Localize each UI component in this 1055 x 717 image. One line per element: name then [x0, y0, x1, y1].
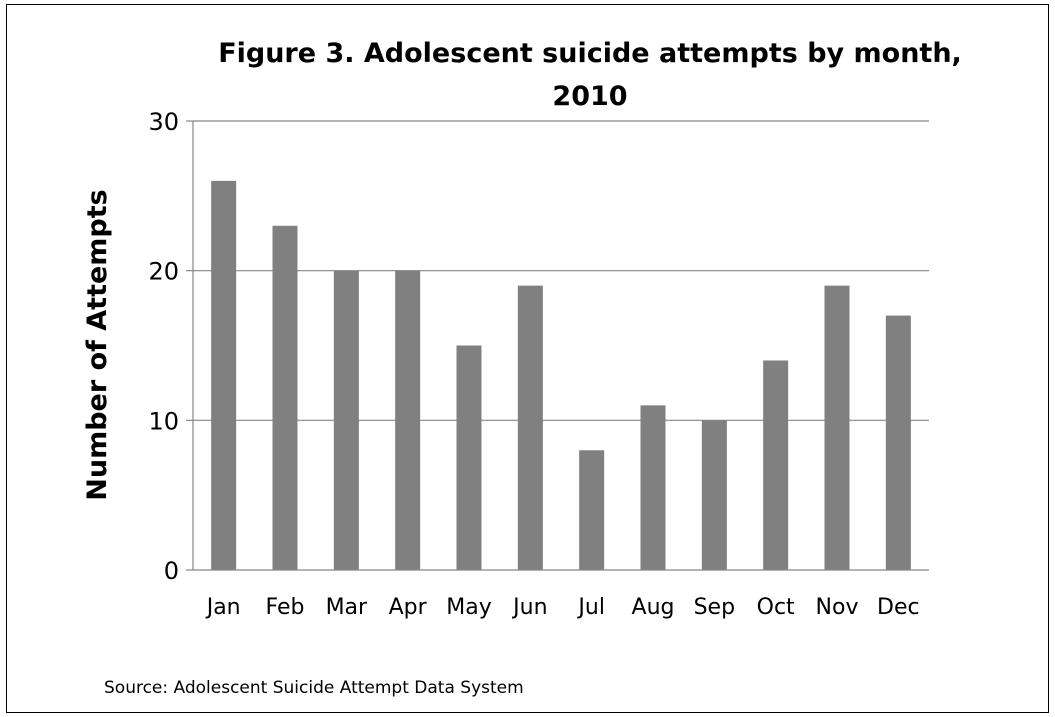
gridlines — [193, 120, 929, 421]
axes — [186, 120, 929, 571]
y-axis-label: Number of Attempts — [82, 189, 113, 500]
y-tick-label: 0 — [164, 557, 179, 585]
bar-apr — [395, 270, 421, 570]
x-tick-label: Dec — [877, 595, 920, 620]
bar-feb — [272, 225, 298, 570]
x-tick-label: Aug — [632, 595, 675, 620]
bar-sep — [701, 420, 727, 570]
x-tick-label: Nov — [816, 595, 859, 620]
chart-title-line-2: 2010 — [552, 81, 627, 112]
x-tick-label: Jul — [576, 595, 605, 620]
bars — [211, 180, 911, 570]
bar-dec — [885, 315, 911, 570]
bar-aug — [640, 405, 666, 570]
bar-oct — [763, 360, 789, 570]
bar-jan — [211, 180, 237, 570]
x-tick-label: Apr — [389, 595, 428, 620]
x-tick-label: Jan — [205, 595, 241, 620]
y-tick-label: 20 — [148, 258, 179, 286]
x-tick-label: Sep — [694, 595, 735, 620]
y-tick-label: 10 — [148, 407, 179, 435]
bar-mar — [333, 270, 359, 570]
bar-jun — [517, 285, 543, 570]
y-tick-label: 30 — [148, 108, 179, 136]
source-note: Source: Adolescent Suicide Attempt Data … — [104, 678, 524, 698]
bar-may — [456, 345, 482, 570]
x-tick-labels: Jan Feb Mar Apr May Jun Jul Aug Sep Oct Nov Dec — [205, 595, 920, 620]
x-tick-label: Jun — [511, 595, 547, 620]
x-tick-label: Oct — [757, 595, 795, 620]
bar-nov — [824, 285, 850, 570]
bar-jul — [579, 450, 605, 570]
x-tick-label: Feb — [266, 595, 305, 620]
y-tick-labels: 0 10 20 30 — [148, 108, 179, 585]
chart-title-line-1: Figure 3. Adolescent suicide attempts by… — [218, 38, 962, 69]
x-tick-label: Mar — [326, 595, 368, 620]
x-tick-label: May — [446, 595, 491, 620]
